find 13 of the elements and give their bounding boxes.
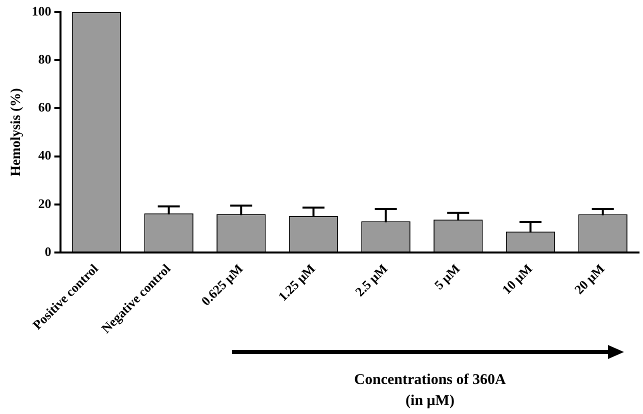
text: Concentrations of 360A (in μM) <box>353 371 507 411</box>
y-axis-title: Hemolysis (%) <box>9 88 24 176</box>
y-tick-label: 60 <box>38 100 52 115</box>
y-tick-label: 100 <box>32 3 52 18</box>
x-tick-label: 5 μM <box>431 260 463 292</box>
y-tick-label: 0 <box>44 244 52 259</box>
x-tick-label: 10 μM <box>499 260 535 297</box>
x-tick-label: 2.5 μM <box>352 260 390 300</box>
y-tick-label: 40 <box>38 148 52 163</box>
y-tick-label: 20 <box>38 196 52 211</box>
x-tick-label: 20 μM <box>571 260 608 297</box>
x-tick-label: 1.25 μM <box>275 260 318 304</box>
y-tick-label: 80 <box>38 51 52 66</box>
